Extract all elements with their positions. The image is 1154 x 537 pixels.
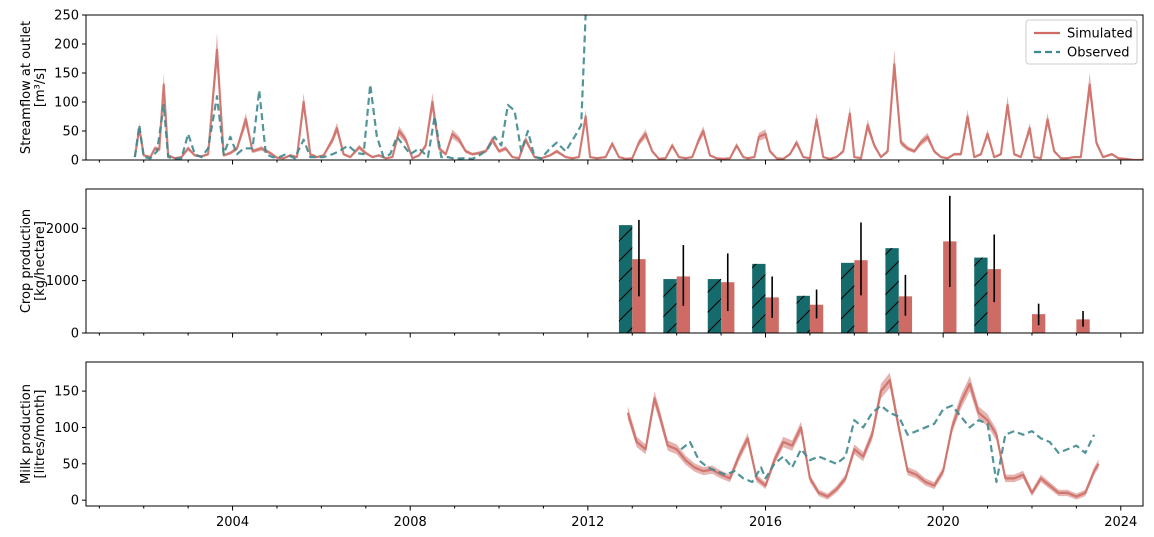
- observed-bar-hatch: [885, 248, 899, 333]
- panel-3: 0 50 100 150 2004 2008 2012 2016 2020 2024 Milk pr…: [19, 361, 1144, 530]
- simulated-bar: [943, 241, 957, 333]
- y-tick-label: 100: [54, 421, 79, 436]
- observed-bar-hatch: [796, 295, 810, 333]
- legend: Simulated Observed: [1025, 19, 1138, 65]
- legend-box: [1025, 19, 1138, 65]
- panel-1: 0 50 100 150 200 250 Streamflow at outlet[m³/s…: [19, 9, 1144, 169]
- axes-frame: [85, 14, 1144, 161]
- y-tick-label: 150: [54, 385, 79, 400]
- y-tick-label: 1000: [46, 274, 79, 289]
- x-tick-label: 2016: [749, 515, 782, 530]
- simulated-line: [133, 48, 1143, 160]
- y-axis-label-line: Milk production: [19, 384, 34, 484]
- y-axis-label: Streamflow at outlet[m³/s]: [19, 21, 48, 154]
- legend-label-observed: Observed: [1067, 46, 1130, 61]
- observed-line: [680, 404, 1096, 484]
- x-tick-label: 2020: [927, 515, 960, 530]
- observed-line: [133, 15, 587, 160]
- y-tick-label: 200: [54, 38, 79, 53]
- x-tick-label: 2012: [571, 515, 604, 530]
- y-tick-label: 0: [71, 494, 79, 509]
- y-tick-label: 50: [62, 125, 79, 140]
- axes-frame: [85, 188, 1144, 334]
- y-axis-label: Milk production[litres/month]: [19, 384, 48, 484]
- y-tick-label: 250: [54, 9, 79, 24]
- y-tick-label: 0: [71, 327, 79, 342]
- legend-label-simulated: Simulated: [1067, 27, 1133, 42]
- simulated-line: [626, 379, 1100, 498]
- y-axis-label-line: Streamflow at outlet: [19, 21, 34, 154]
- simulated-bar: [854, 260, 868, 333]
- observed-bar-hatch: [752, 263, 766, 333]
- observed-bar-hatch: [974, 257, 988, 333]
- simulated-band: [627, 372, 1099, 500]
- y-axis-label-line: [m³/s]: [33, 68, 48, 107]
- y-tick-label: 50: [62, 457, 79, 472]
- observed-bar-hatch: [618, 225, 633, 333]
- y-tick-label: 100: [54, 96, 79, 111]
- plot-area: [133, 15, 1143, 160]
- x-tick-label: 2024: [1104, 515, 1137, 530]
- x-tick-label: 2008: [394, 515, 427, 530]
- y-tick-label: 2000: [46, 222, 79, 237]
- simulated-bar: [809, 304, 824, 333]
- plot-area: [618, 195, 1090, 333]
- plot-area: [626, 372, 1100, 500]
- axes-frame: [85, 361, 1144, 507]
- y-axis-label-line: [litres/month]: [33, 390, 48, 479]
- x-tick-label: 2004: [216, 515, 249, 530]
- simulated-band: [134, 32, 1143, 160]
- y-axis-label: Crop production[kg/hectare]: [19, 209, 48, 313]
- observed-bar-hatch: [707, 279, 722, 333]
- y-axis-label-line: [kg/hectare]: [33, 221, 48, 301]
- observed-bar-hatch: [841, 262, 855, 333]
- y-tick-label: 0: [71, 154, 79, 169]
- y-tick-label: 150: [54, 67, 79, 82]
- observed-bar-hatch: [663, 279, 677, 333]
- y-axis-label-line: Crop production: [19, 209, 34, 313]
